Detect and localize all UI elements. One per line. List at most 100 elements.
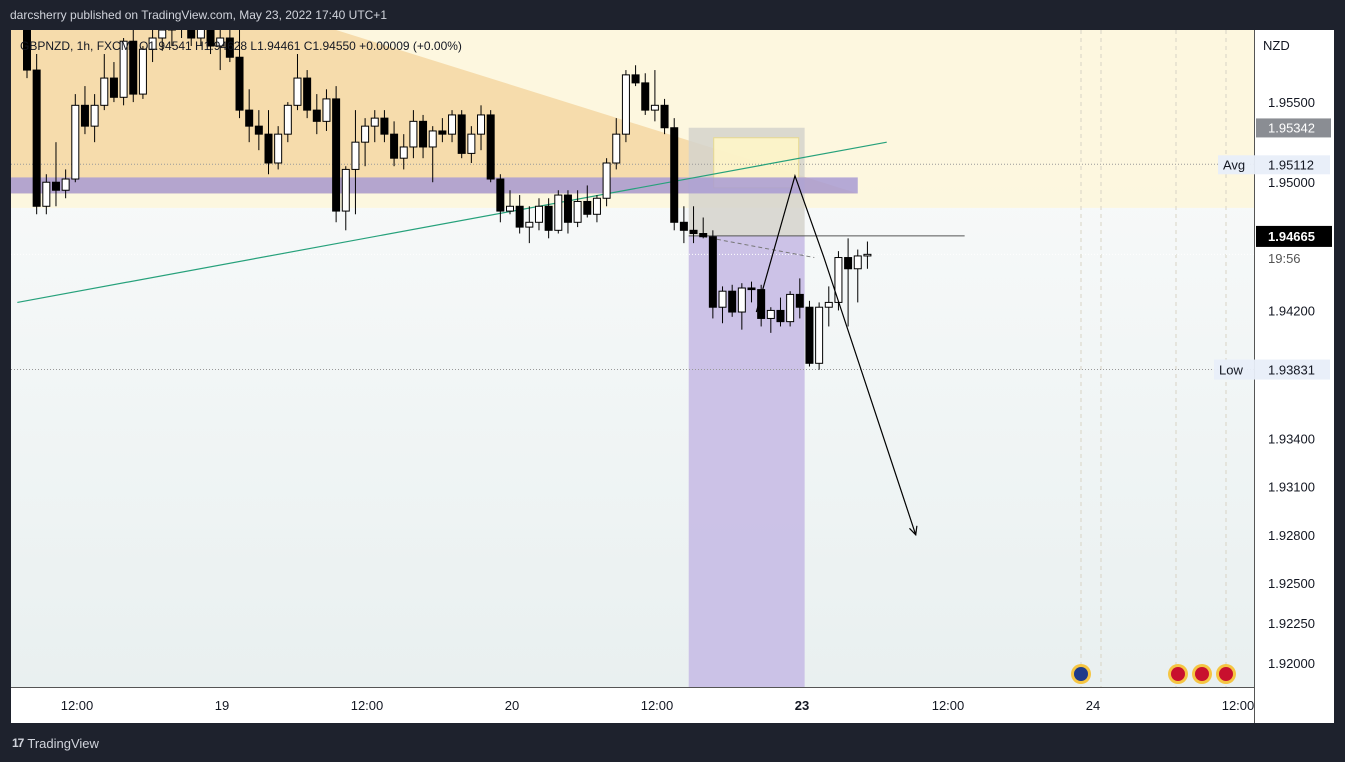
candle-up bbox=[573, 200, 582, 223]
legend-symbol: GBPNZD, 1h, FXCM bbox=[20, 39, 131, 53]
x-tick-time-label: 12:00 bbox=[641, 698, 674, 713]
candle-up bbox=[158, 30, 167, 39]
tradingview-logo-icon: 17 bbox=[12, 736, 24, 750]
avg-price-label: 1.95112 bbox=[1268, 157, 1314, 172]
y-tick-label: 1.95500 bbox=[1268, 95, 1315, 110]
y-tick-label: 1.92500 bbox=[1268, 576, 1315, 591]
candle-down bbox=[795, 293, 804, 308]
candle-down bbox=[631, 74, 640, 84]
candle-down bbox=[670, 127, 679, 223]
candle-up bbox=[196, 30, 205, 39]
candle-up bbox=[612, 133, 621, 164]
candle-down bbox=[109, 77, 118, 98]
candle-down bbox=[245, 109, 254, 127]
candle-up bbox=[448, 114, 457, 135]
candle-up bbox=[428, 130, 437, 148]
candle-up bbox=[477, 114, 486, 135]
countdown-label: 19:56 bbox=[1268, 251, 1301, 266]
avg-badge bbox=[1218, 155, 1330, 175]
candle-up bbox=[361, 125, 370, 143]
avg-label: Avg bbox=[1223, 157, 1245, 172]
candle-down bbox=[641, 82, 650, 111]
projection-path bbox=[755, 173, 917, 535]
legend-ohlc: O1.94541 H1.94628 L1.94461 C1.94550 +0.0… bbox=[139, 39, 462, 53]
candle-up bbox=[534, 205, 543, 223]
candle-up bbox=[399, 146, 408, 159]
candle-down bbox=[844, 257, 853, 270]
x-tick-day-label: 24 bbox=[1086, 698, 1100, 713]
projected-dashed-line bbox=[703, 236, 815, 259]
candle-down bbox=[708, 236, 717, 308]
candle-down bbox=[515, 205, 524, 228]
candle-up bbox=[815, 306, 824, 364]
candle-up bbox=[61, 178, 70, 191]
candle-down bbox=[457, 114, 466, 154]
candle-down bbox=[776, 309, 785, 323]
candle-down bbox=[747, 287, 756, 291]
candle-up bbox=[283, 104, 292, 135]
current-price-label: 1.94665 bbox=[1268, 229, 1315, 244]
candle-up bbox=[293, 77, 302, 106]
tradingview-footer: 17 TradingView bbox=[12, 734, 99, 752]
candle-down bbox=[380, 117, 389, 135]
candle-down bbox=[544, 205, 553, 231]
candle-up bbox=[467, 133, 476, 154]
candle-down bbox=[679, 221, 688, 231]
candle-up bbox=[863, 253, 872, 257]
candle-up bbox=[592, 197, 601, 215]
low-badge bbox=[1214, 359, 1330, 380]
candle-up bbox=[621, 74, 630, 135]
candle-up bbox=[71, 104, 80, 180]
candle-up bbox=[42, 181, 51, 207]
candle-down bbox=[32, 69, 41, 207]
trendline bbox=[17, 141, 887, 304]
candle-up bbox=[138, 48, 147, 95]
chart-frame[interactable]: NZD 1.95500 1.95000 1.94200 1.93400 1.93100 1.… bbox=[11, 30, 1334, 723]
candle-up bbox=[322, 98, 331, 122]
candle-up bbox=[148, 37, 157, 50]
candle-up bbox=[766, 309, 775, 319]
event-flag-inner bbox=[1171, 667, 1185, 681]
candle-up bbox=[100, 77, 109, 106]
candle-down bbox=[187, 30, 196, 39]
candle-down bbox=[312, 109, 321, 122]
projection-arrow-head bbox=[909, 525, 918, 537]
candle-down bbox=[660, 104, 669, 129]
candle-up bbox=[370, 117, 379, 127]
candlestick-chart[interactable]: NZD 1.95500 1.95000 1.94200 1.93400 1.93100 1.… bbox=[11, 30, 1334, 723]
x-tick-time-label: 12:00 bbox=[932, 698, 965, 713]
candle-down bbox=[438, 130, 447, 135]
candle-down bbox=[264, 133, 273, 164]
candle-up bbox=[506, 205, 514, 212]
candle-down bbox=[206, 30, 215, 47]
candle-down bbox=[235, 56, 244, 111]
publish-info: darcsherry published on TradingView.com,… bbox=[10, 8, 387, 22]
candle-down bbox=[496, 178, 505, 212]
key-level-band bbox=[11, 177, 858, 194]
y-tick-label: 1.93400 bbox=[1268, 432, 1315, 447]
candle-up bbox=[650, 104, 659, 111]
x-tick-time-label: 12:00 bbox=[61, 698, 94, 713]
x-tick-time-label: 12:00 bbox=[1222, 698, 1255, 713]
current-price-badge bbox=[1256, 225, 1332, 247]
candle-up bbox=[90, 104, 99, 127]
y-tick-label: 1.94200 bbox=[1268, 303, 1315, 318]
candle-down bbox=[129, 40, 138, 95]
y-tick-label: 1.92800 bbox=[1268, 528, 1315, 543]
candle-up bbox=[216, 37, 225, 47]
y-tick-label: 1.93100 bbox=[1268, 480, 1315, 495]
candle-down bbox=[583, 200, 592, 215]
candle-up bbox=[351, 141, 360, 170]
y-tick-label: 1.92250 bbox=[1268, 616, 1315, 631]
candle-up bbox=[409, 120, 418, 148]
candle-up bbox=[525, 221, 534, 228]
y-tick-label: 1.92000 bbox=[1268, 656, 1315, 671]
x-tick-time-label: 12:00 bbox=[351, 698, 384, 713]
event-flag-inner bbox=[1219, 667, 1233, 681]
x-tick-day-label: 20 bbox=[505, 698, 519, 713]
brand-name: TradingView bbox=[27, 735, 99, 751]
candle-up bbox=[718, 290, 727, 308]
short-target-zone bbox=[688, 235, 805, 687]
candle-down bbox=[51, 181, 60, 191]
candle-up bbox=[274, 133, 283, 164]
